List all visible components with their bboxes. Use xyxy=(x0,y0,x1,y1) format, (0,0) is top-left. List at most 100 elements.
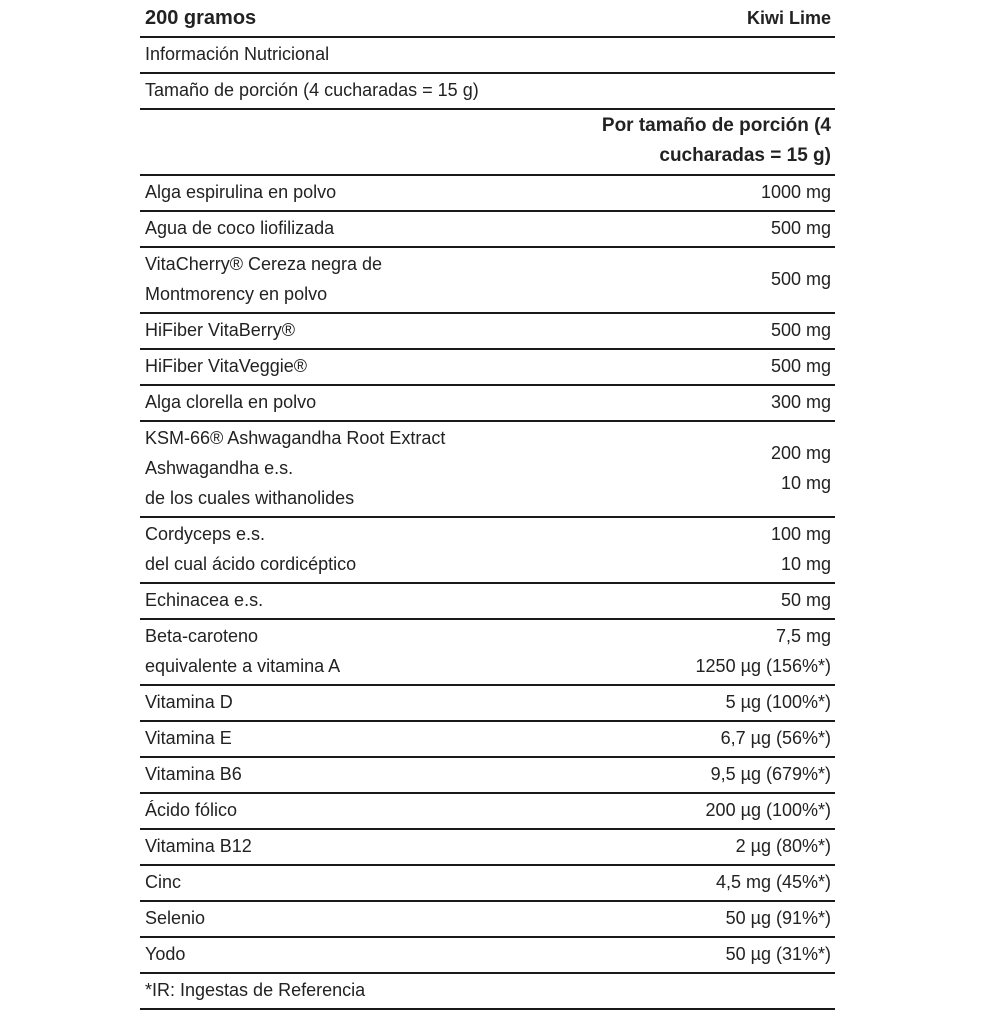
nutrient-name: Vitamina E xyxy=(145,723,232,753)
nutrient-name: Ácido fólico xyxy=(145,795,237,825)
nutrient-amount: 100 mg 10 mg xyxy=(771,519,831,579)
nutrient-name-line: Vitamina B12 xyxy=(145,836,252,856)
nutrient-row: Cinc 4,5 mg (45%*) xyxy=(140,866,835,902)
title-row: 200 gramos Kiwi Lime xyxy=(140,3,835,38)
column-header-line: cucharadas = 15 g) xyxy=(659,145,831,166)
nutrient-row: Beta-caroteno equivalente a vitamina A 7,5… xyxy=(140,620,835,686)
nutrient-name: Cinc xyxy=(145,867,181,897)
nutrient-name-line: Alga espirulina en polvo xyxy=(145,182,337,202)
nutrient-row: Agua de coco liofilizada 500 mg xyxy=(140,212,835,248)
info-title: Información Nutricional xyxy=(145,44,330,64)
nutrient-row: Selenio 50 µg (91%*) xyxy=(140,902,835,938)
nutrient-name-line: Cordyceps e.s. xyxy=(145,524,266,544)
footnote: *IR: Ingestas de Referencia xyxy=(145,980,366,1000)
nutrient-name-line: Ashwagandha e.s. xyxy=(145,458,294,478)
nutrient-amount-line: 4,5 mg (45%*) xyxy=(715,872,831,892)
info-title-row: Información Nutricional xyxy=(140,38,835,74)
nutrient-amount-line: 2 µg (80%*) xyxy=(735,836,831,856)
nutrient-name: HiFiber VitaBerry® xyxy=(145,315,295,345)
nutrient-name: Beta-caroteno equivalente a vitamina A xyxy=(145,621,340,681)
nutrient-amount-line: 50 µg (91%*) xyxy=(725,908,831,928)
nutrient-row: Vitamina B6 9,5 µg (679%*) xyxy=(140,758,835,794)
nutrient-amount: 50 µg (31%*) xyxy=(726,939,831,969)
nutrient-name-line: HiFiber VitaVeggie® xyxy=(145,356,308,376)
nutrient-amount-line: 6,7 µg (56%*) xyxy=(720,728,831,748)
nutrient-name: Vitamina D xyxy=(145,687,233,717)
nutrient-amount: 500 mg xyxy=(771,264,831,294)
column-header-line: Por tamaño de porción (4 xyxy=(601,115,831,136)
nutrient-name-line: Montmorency en polvo xyxy=(145,284,328,304)
nutrient-name: Vitamina B12 xyxy=(145,831,252,861)
serving-size: Tamaño de porción (4 cucharadas = 15 g) xyxy=(145,80,479,100)
nutrient-amount-line: 50 mg xyxy=(780,590,831,610)
nutrient-amount-line: 500 mg xyxy=(770,320,831,340)
nutrient-amount: 500 mg xyxy=(771,213,831,243)
nutrient-amount: 200 mg 10 mg xyxy=(771,438,831,498)
nutrient-name-line: Echinacea e.s. xyxy=(145,590,264,610)
nutrient-name: Cordyceps e.s. del cual ácido cordicéptic… xyxy=(145,519,356,579)
nutrient-name: Alga clorella en polvo xyxy=(145,387,316,417)
nutrient-row: VitaCherry® Cereza negra de Montmorency e… xyxy=(140,248,835,314)
nutrient-row: Alga clorella en polvo 300 mg xyxy=(140,386,835,422)
nutrient-row: Cordyceps e.s. del cual ácido cordicéptic… xyxy=(140,518,835,584)
nutrient-amount: 9,5 µg (679%*) xyxy=(711,759,831,789)
nutrient-name: Agua de coco liofilizada xyxy=(145,213,334,243)
nutrient-row: KSM-66® Ashwagandha Root Extract Ashwagan… xyxy=(140,422,835,518)
nutrient-name: VitaCherry® Cereza negra de Montmorency e… xyxy=(145,249,382,309)
nutrient-amount-line: 200 µg (100%*) xyxy=(705,800,831,820)
nutrient-name-line: Selenio xyxy=(145,908,206,928)
nutrient-amount-line: 50 µg (31%*) xyxy=(725,944,831,964)
nutrient-amount-line: 10 mg xyxy=(780,554,831,574)
nutrient-name-line: Vitamina D xyxy=(145,692,233,712)
nutrient-amount: 1000 mg xyxy=(761,177,831,207)
nutrient-name-line: Alga clorella en polvo xyxy=(145,392,317,412)
nutrient-name-line: de los cuales withanolides xyxy=(145,488,355,508)
nutrient-row: Vitamina B12 2 µg (80%*) xyxy=(140,830,835,866)
nutrient-amount-line: 7,5 mg xyxy=(775,626,831,646)
nutrient-name-line: equivalente a vitamina A xyxy=(145,656,341,676)
nutrient-amount: 2 µg (80%*) xyxy=(736,831,831,861)
nutrient-name-line: Ácido fólico xyxy=(145,800,238,820)
nutrient-row: Echinacea e.s. 50 mg xyxy=(140,584,835,620)
nutrient-amount: 500 mg xyxy=(771,315,831,345)
nutrient-amount: 7,5 mg 1250 µg (156%*) xyxy=(696,621,831,681)
nutrient-name: KSM-66® Ashwagandha Root Extract Ashwagan… xyxy=(145,423,445,513)
nutrient-row: Vitamina D 5 µg (100%*) xyxy=(140,686,835,722)
nutrient-row: Yodo 50 µg (31%*) xyxy=(140,938,835,974)
nutrient-row: Alga espirulina en polvo 1000 mg xyxy=(140,176,835,212)
footnote-row: *IR: Ingestas de Referencia xyxy=(140,974,835,1010)
nutrient-amount-line: 9,5 µg (679%*) xyxy=(710,764,831,784)
nutrition-table: 200 gramos Kiwi Lime Información Nutrici… xyxy=(140,3,835,1010)
nutrient-row: HiFiber VitaVeggie® 500 mg xyxy=(140,350,835,386)
nutrient-amount: 500 mg xyxy=(771,351,831,381)
nutrient-name-line: Vitamina B6 xyxy=(145,764,242,784)
serving-row: Tamaño de porción (4 cucharadas = 15 g) xyxy=(140,74,835,110)
nutrient-amount-line: 100 mg xyxy=(770,524,831,544)
package-size: 200 gramos xyxy=(145,7,257,29)
nutrient-row: Ácido fólico 200 µg (100%*) xyxy=(140,794,835,830)
nutrient-row: Vitamina E 6,7 µg (56%*) xyxy=(140,722,835,758)
nutrient-name: Selenio xyxy=(145,903,205,933)
nutrient-amount: 5 µg (100%*) xyxy=(726,687,831,717)
nutrient-name-line: Cinc xyxy=(145,872,182,892)
flavor: Kiwi Lime xyxy=(746,8,831,28)
nutrient-name-line: KSM-66® Ashwagandha Root Extract xyxy=(145,428,446,448)
nutrient-amount: 6,7 µg (56%*) xyxy=(721,723,831,753)
nutrient-amount: 200 µg (100%*) xyxy=(706,795,831,825)
nutrient-amount-line: 10 mg xyxy=(780,473,831,493)
nutrient-amount-line: 500 mg xyxy=(770,218,831,238)
nutrient-amount-line: 5 µg (100%*) xyxy=(725,692,831,712)
nutrient-amount-line: 200 mg xyxy=(770,443,831,463)
nutrient-amount: 50 µg (91%*) xyxy=(726,903,831,933)
column-header-row: Por tamaño de porción (4 cucharadas = 15… xyxy=(140,110,835,176)
nutrient-name-line: Vitamina E xyxy=(145,728,232,748)
nutrient-amount-line: 1250 µg (156%*) xyxy=(695,656,831,676)
nutrient-name: Echinacea e.s. xyxy=(145,585,263,615)
nutrient-amount: 4,5 mg (45%*) xyxy=(716,867,831,897)
nutrient-amount-line: 500 mg xyxy=(770,356,831,376)
nutrient-name-line: del cual ácido cordicéptico xyxy=(145,554,357,574)
nutrient-row: HiFiber VitaBerry® 500 mg xyxy=(140,314,835,350)
nutrient-amount: 300 mg xyxy=(771,387,831,417)
nutrient-amount-line: 1000 mg xyxy=(760,182,831,202)
nutrient-name: Yodo xyxy=(145,939,185,969)
